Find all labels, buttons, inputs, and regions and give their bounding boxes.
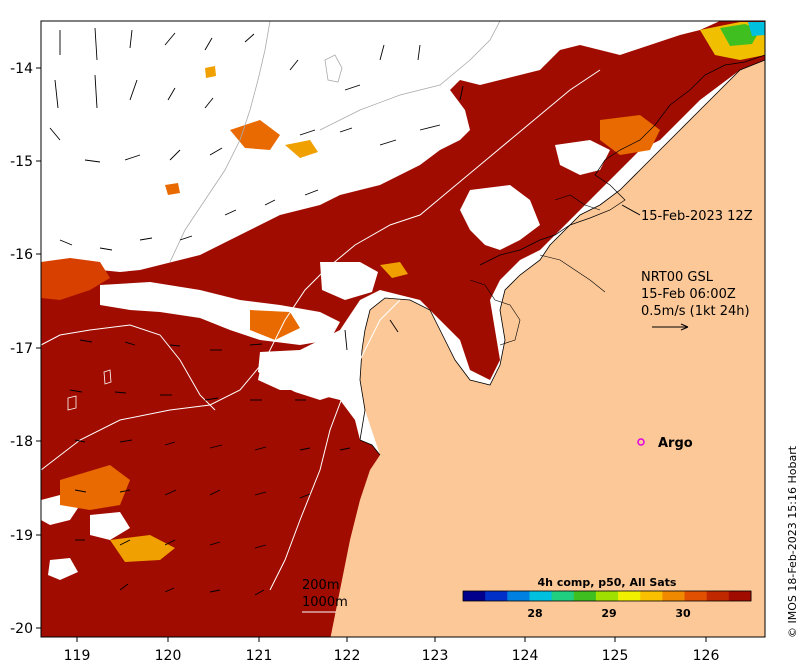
colorbar (463, 591, 752, 601)
colorbar-segment (485, 591, 508, 601)
colorbar-segment (529, 591, 553, 601)
wind-scale-arrow (652, 323, 689, 331)
argo-float-marker (637, 438, 645, 446)
x-tick-label: 121 (246, 648, 273, 664)
x-tick-label: 120 (155, 648, 182, 664)
colorbar-tick: 28 (527, 607, 542, 620)
colorbar-tick: 29 (601, 607, 616, 620)
colorbar-segment (640, 591, 663, 601)
sst-ocean-region (41, 21, 765, 637)
wind-time: 15-Feb 06:00Z (641, 287, 736, 302)
colorbar-segment (706, 591, 730, 601)
x-tick-label: 119 (64, 648, 91, 664)
argo-label: Argo (658, 436, 693, 451)
colorbar-title: 4h comp, p50, All Sats (538, 576, 677, 589)
colorbar-segment (662, 591, 686, 601)
isobath-200-label: 200m (302, 578, 339, 593)
x-tick-label: 125 (602, 648, 629, 664)
land-region (330, 60, 765, 637)
colorbar-tick: 30 (675, 607, 691, 620)
colorbar-segment (618, 591, 641, 601)
y-tick-label: -14 (10, 61, 33, 77)
isobath-1000-label: 1000m (302, 595, 348, 610)
y-tick-label: -20 (10, 621, 33, 637)
x-tick-label: 126 (693, 648, 720, 664)
y-tick-label: -17 (10, 341, 33, 357)
plot-frame (40, 20, 766, 638)
x-tick-label: 124 (512, 648, 539, 664)
y-tick-label: -18 (10, 434, 33, 450)
colorbar-segment (573, 591, 597, 601)
colorbar-segment (551, 591, 575, 601)
x-tick-label: 123 (422, 648, 449, 664)
y-tick-label: -19 (10, 528, 33, 544)
credit-text: © IMOS 18-Feb-2023 15:16 Hobart (786, 445, 799, 638)
colorbar-segment (728, 591, 752, 601)
date-label: 15-Feb-2023 12Z (641, 209, 753, 224)
x-tick-label: 122 (334, 648, 361, 664)
colorbar-segment (507, 591, 530, 601)
y-tick-label: -15 (10, 154, 33, 170)
wind-title: NRT00 GSL (641, 270, 714, 285)
colorbar-segment (684, 591, 708, 601)
wind-scale: 0.5m/s (1kt 24h) (641, 304, 750, 319)
y-tick-label: -16 (10, 247, 33, 263)
colorbar-segment (595, 591, 619, 601)
colorbar-segment (463, 591, 486, 601)
